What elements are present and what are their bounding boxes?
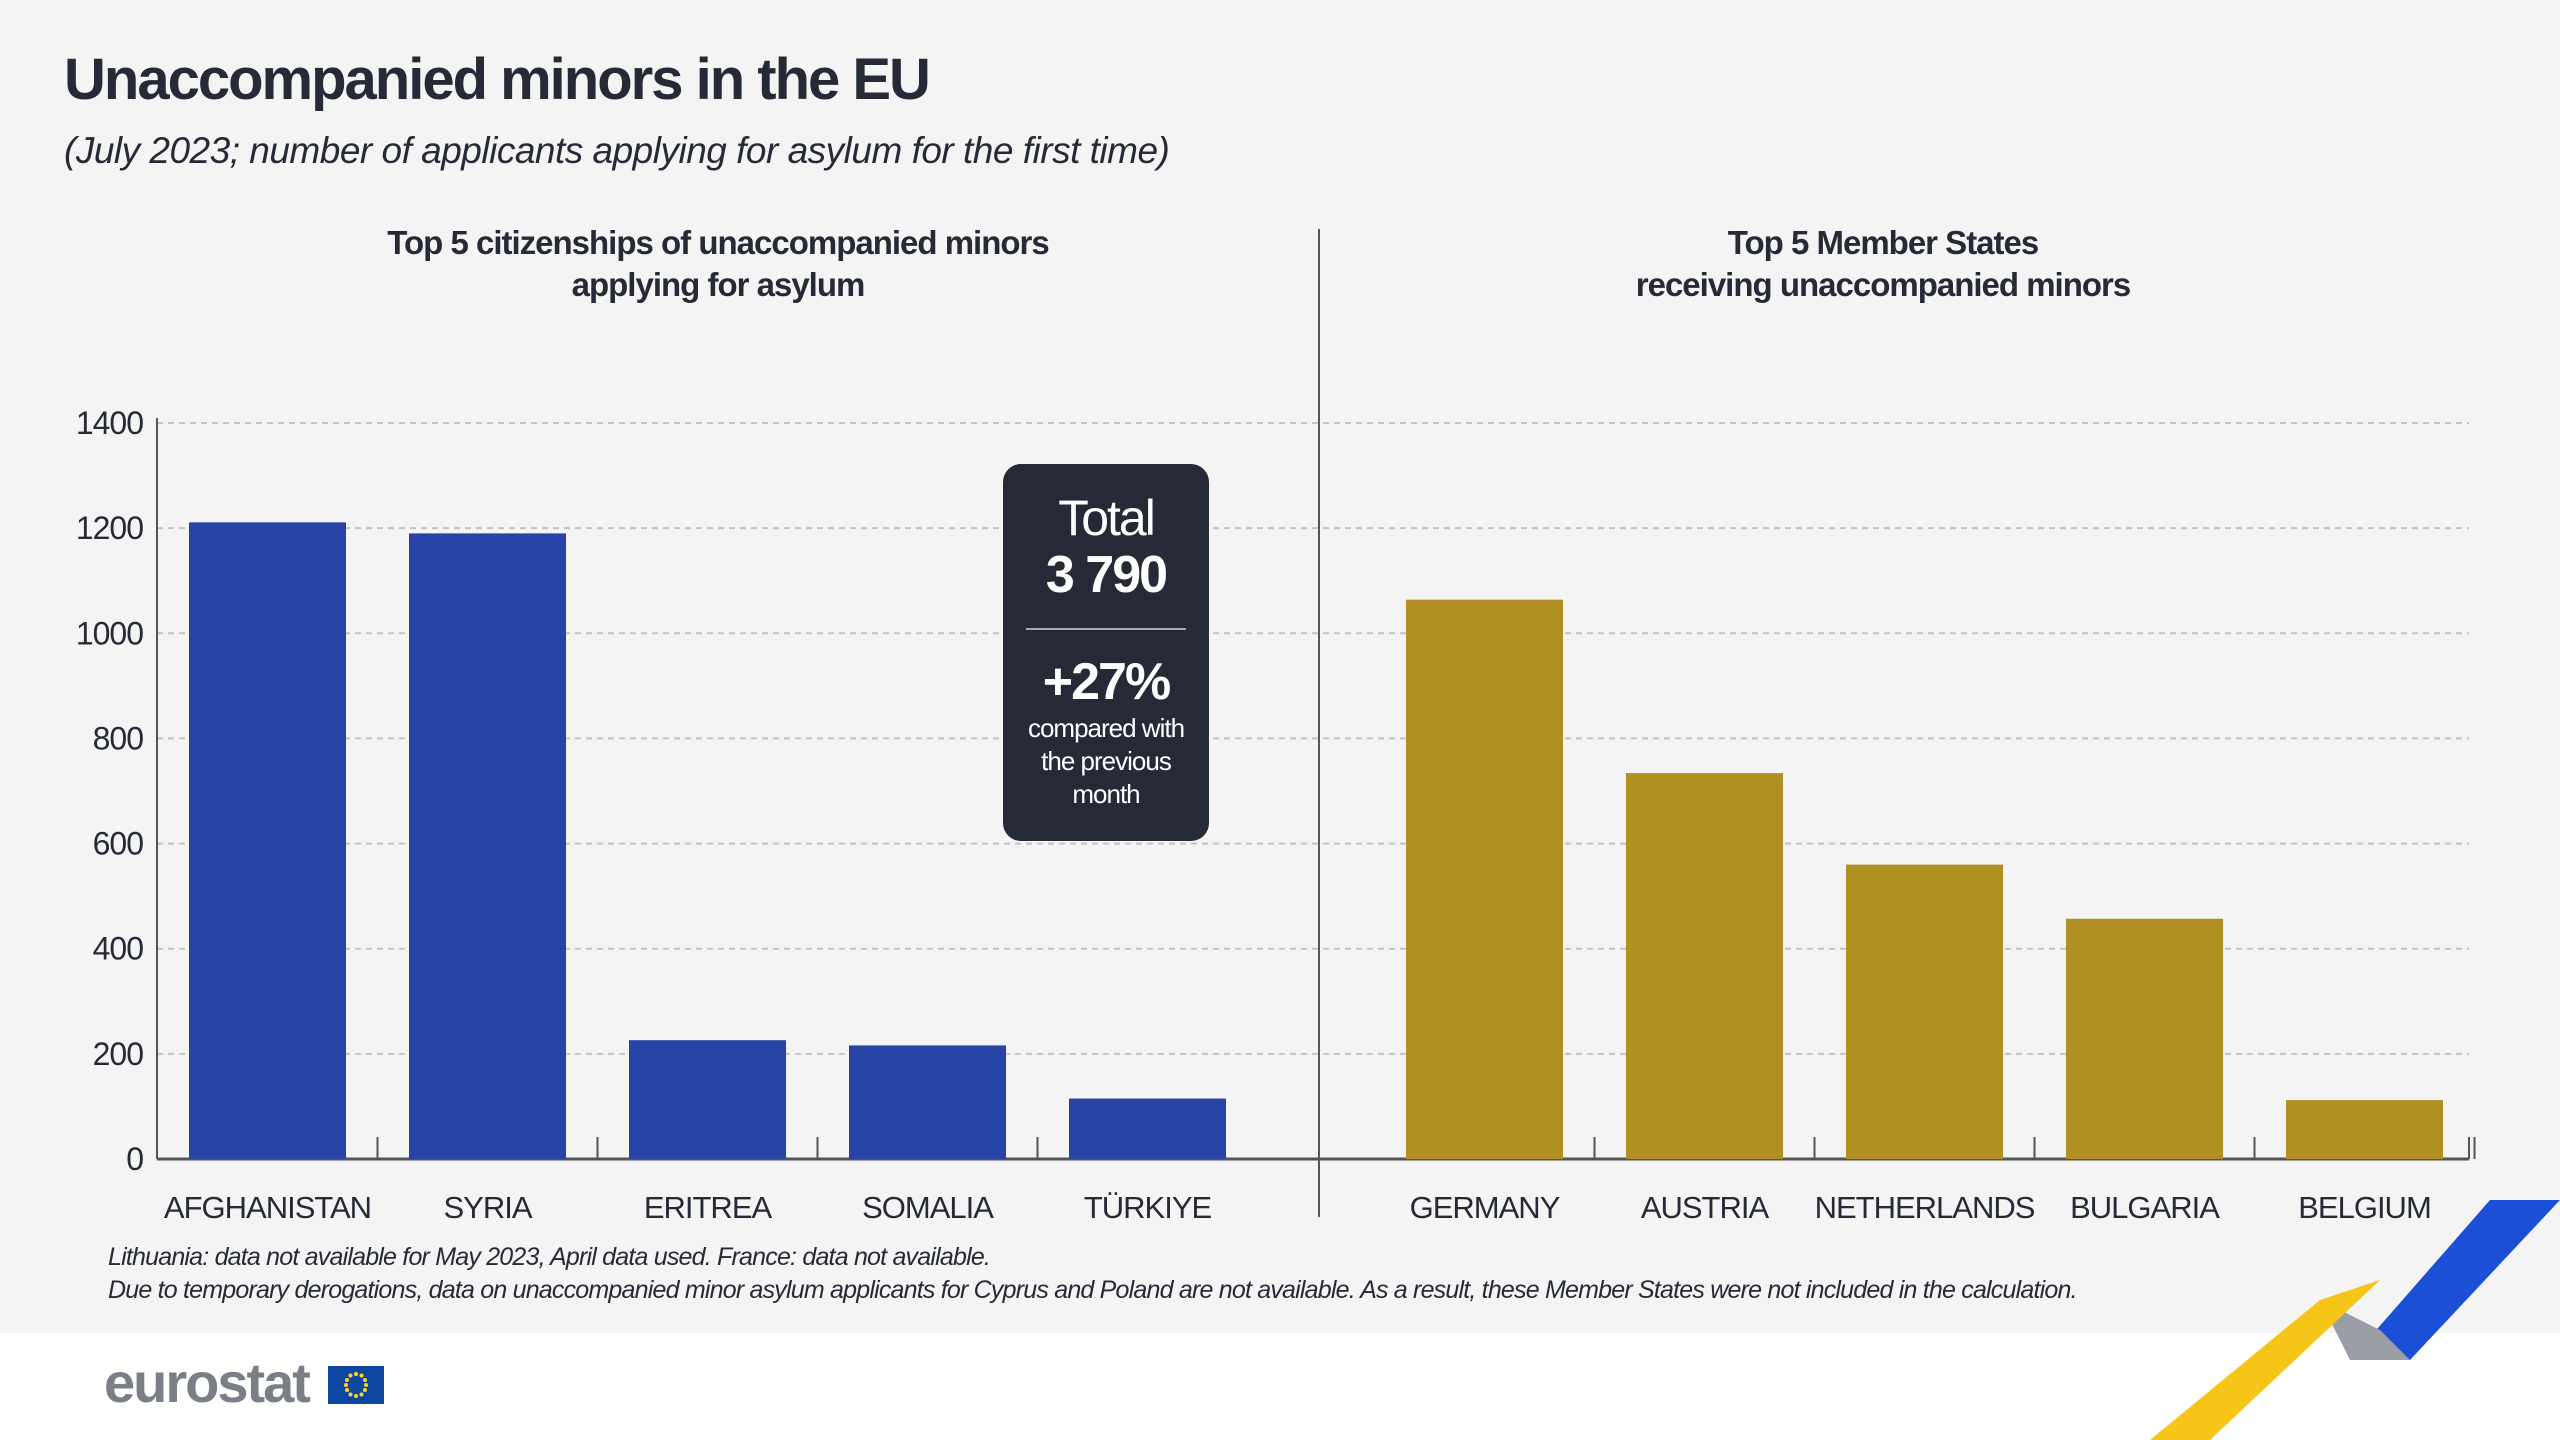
bar-netherlands [1846, 864, 2003, 1159]
x-tick-label: ERITREA [644, 1190, 773, 1225]
footnote-2: Due to temporary derogations, data on un… [108, 1276, 2078, 1304]
y-tick-label: 1400 [76, 405, 143, 441]
bar-belgium [2286, 1100, 2443, 1159]
change-value: +27% [1042, 653, 1171, 711]
x-tick-label: SOMALIA [862, 1190, 994, 1225]
left-heading-line-1: Top 5 citizenships of unaccompanied mino… [387, 224, 1050, 261]
y-tick-label: 800 [93, 720, 144, 756]
y-tick-label: 600 [93, 826, 144, 862]
x-tick-label: BULGARIA [2070, 1190, 2220, 1225]
left-chart-heading: Top 5 citizenships of unaccompanied mino… [268, 222, 1168, 306]
total-value: 3 790 [1045, 546, 1168, 604]
total-label: Total [1058, 490, 1156, 546]
x-tick-label: BELGIUM [2298, 1190, 2431, 1225]
bar-syria [409, 533, 566, 1159]
y-tick-label: 400 [93, 931, 144, 967]
x-tick-label: SYRIA [443, 1190, 532, 1225]
eurostat-logo: eurostat [104, 1351, 311, 1414]
right-heading-line-2: receiving unaccompanied minors [1635, 266, 2132, 303]
y-tick-label: 1000 [76, 615, 143, 651]
x-tick-label: AFGHANISTAN [164, 1190, 371, 1225]
bar-austria [1626, 773, 1783, 1159]
bar-somalia [849, 1045, 1006, 1159]
total-callout: Total 3 790 +27% compared with the previ… [1003, 464, 1209, 841]
x-tick-label: NETHERLANDS [1815, 1190, 2035, 1225]
page-subtitle: (July 2023; number of applicants applyin… [64, 130, 1170, 171]
x-tick-label: TÜRKIYE [1084, 1190, 1212, 1225]
footnote-1: Lithuania: data not available for May 20… [108, 1243, 991, 1271]
bar-türkiye [1069, 1098, 1226, 1159]
page-title: Unaccompanied minors in the EU [64, 47, 931, 112]
bar-afghanistan [189, 522, 346, 1159]
x-tick-label: GERMANY [1410, 1190, 1560, 1225]
change-text: compared with the previous month [1027, 713, 1185, 809]
y-tick-label: 0 [126, 1141, 143, 1177]
bar-germany [1406, 599, 1563, 1159]
right-chart-heading: Top 5 Member States receiving unaccompan… [1433, 222, 2333, 306]
right-heading-line-1: Top 5 Member States [1727, 224, 2039, 261]
left-heading-line-2: applying for asylum [571, 266, 866, 303]
bar-bulgaria [2066, 918, 2223, 1159]
bar-eritrea [629, 1040, 786, 1159]
x-tick-label: AUSTRIA [1641, 1190, 1770, 1225]
y-tick-label: 1200 [76, 510, 143, 546]
eu-flag-icon [328, 1366, 384, 1404]
y-tick-label: 200 [93, 1036, 144, 1072]
callout-divider [1026, 628, 1186, 630]
footer-band [0, 1333, 2560, 1440]
decorative-ribbon [2150, 1200, 2560, 1440]
